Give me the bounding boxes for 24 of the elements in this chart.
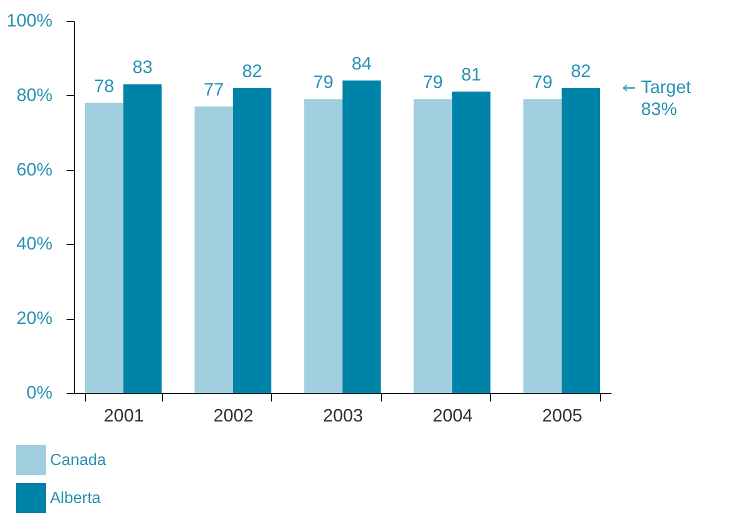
data-label: 78 (94, 76, 114, 96)
data-label: 77 (204, 80, 224, 100)
data-label: 83 (132, 57, 153, 78)
y-tick-label: 40% (16, 234, 52, 254)
y-tick-label: 0% (26, 382, 52, 402)
y-tick-label: 100% (6, 10, 52, 30)
data-label: 82 (242, 60, 262, 81)
data-label: 79 (313, 72, 334, 92)
data-label: 79 (422, 72, 443, 92)
x-tick-label: 2001 (104, 406, 144, 426)
x-tick-label: 2003 (322, 406, 364, 426)
data-label: 79 (532, 72, 553, 92)
y-tick-label: 80% (16, 84, 52, 105)
x-tick-label: 2002 (213, 406, 254, 426)
y-tick-label: 20% (16, 308, 52, 328)
text: Target 83% (641, 76, 692, 119)
x-tick-label: 2005 (542, 406, 582, 426)
data-label: 82 (570, 60, 591, 81)
x-tick-label: 2004 (432, 406, 473, 426)
y-tick-label: 60% (16, 159, 52, 180)
legend-label: Canada (50, 452, 106, 469)
data-label: 81 (461, 64, 482, 85)
data-label: 84 (352, 54, 372, 74)
legend-label: Alberta (50, 490, 101, 507)
